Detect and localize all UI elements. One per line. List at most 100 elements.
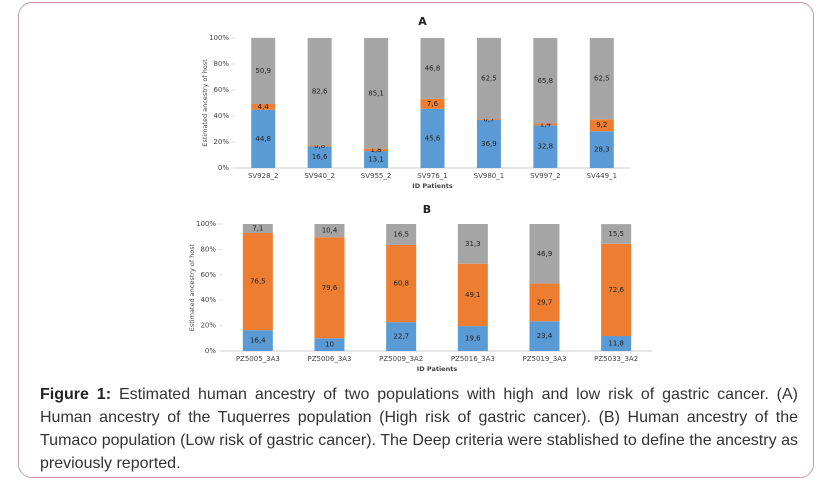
value-label: 19,6 — [465, 335, 481, 343]
x-tick-label: PZ5006_3A3 — [307, 355, 351, 363]
value-label: 0,7 — [483, 116, 494, 124]
value-label: 36,9 — [481, 140, 497, 148]
value-label: 29,7 — [537, 298, 553, 306]
bar-segment — [314, 237, 345, 339]
value-label: 32,8 — [538, 143, 554, 151]
value-label: 85,1 — [368, 89, 384, 97]
x-tick-label: SV449_1 — [587, 172, 618, 180]
bar-segment — [364, 38, 389, 149]
charts: A 0% 20% 40% 60% 80% 100% Estimated ancestry of… — [188, 15, 652, 373]
value-label: 0,8 — [314, 142, 325, 150]
bar-segment — [476, 37, 501, 120]
value-label: 82,6 — [312, 88, 328, 96]
bar-segment — [601, 243, 632, 337]
caption-label: Figure 1: — [40, 386, 112, 403]
bar-segment — [420, 98, 445, 109]
bar-segment — [457, 263, 488, 327]
x-tick-label: PZ5005_3A3 — [236, 355, 280, 363]
bar-segment — [314, 224, 345, 238]
y-tick-label: 60% — [213, 86, 229, 94]
bar-segment — [476, 120, 501, 168]
bar-segment — [242, 224, 273, 234]
value-label: 7,6 — [427, 100, 439, 108]
x-tick-label: SV940_2 — [304, 172, 335, 180]
value-label: 50,9 — [255, 67, 271, 75]
bar-segment — [457, 224, 488, 264]
value-label: 76,5 — [250, 278, 266, 286]
value-label: 13,1 — [368, 155, 384, 163]
value-label: 46,9 — [537, 250, 553, 258]
y-tick-label: 40% — [200, 296, 216, 304]
y-tick-label: 60% — [200, 271, 216, 279]
bar-segment — [364, 148, 389, 151]
y-axis-label: Estimated ancestry of host — [201, 59, 209, 147]
x-tick-label: PZ5009_3A2 — [379, 355, 423, 363]
bar-segment — [307, 38, 332, 146]
value-label: 10 — [325, 341, 334, 349]
value-label: 44,8 — [255, 135, 271, 143]
value-label: 45,6 — [425, 134, 441, 142]
value-label: 16,4 — [250, 337, 266, 345]
bar-segment — [529, 321, 560, 351]
bar-segment — [307, 146, 332, 168]
x-tick-label: SV976_1 — [417, 172, 448, 180]
bar-segment — [251, 109, 276, 168]
bar-segment — [251, 37, 276, 105]
value-label: 23,4 — [537, 332, 553, 340]
bar-segment — [251, 104, 276, 110]
bar-segment — [420, 108, 445, 168]
x-tick-label: PZ5019_3A3 — [522, 355, 566, 363]
bar-segment — [386, 244, 417, 323]
y-tick-label: 100% — [209, 34, 229, 42]
value-label: 1,4 — [540, 120, 552, 128]
y-tick-label: 80% — [213, 60, 229, 68]
x-axis-label: ID Patients — [417, 365, 458, 373]
y-tick-label: 20% — [213, 138, 229, 146]
x-tick-label: SV955_2 — [361, 172, 392, 180]
x-axis-label: ID Patients — [412, 182, 453, 190]
bar-segment — [307, 145, 332, 147]
bar-segment — [386, 322, 417, 351]
y-tick-label: 0% — [218, 164, 229, 172]
bar-segment — [364, 150, 389, 168]
value-label: 10,4 — [322, 227, 338, 235]
chart-title: A — [418, 15, 427, 28]
value-label: 22,7 — [393, 333, 409, 341]
value-label: 72,6 — [608, 286, 624, 294]
y-tick-label: 20% — [200, 322, 216, 330]
value-label: 9,2 — [596, 121, 607, 129]
bar-segment — [533, 38, 558, 124]
bar-segment — [314, 338, 345, 351]
chart-title: B — [423, 203, 431, 216]
y-tick-label: 80% — [200, 245, 216, 253]
x-tick-label: SV980_1 — [474, 172, 505, 180]
value-label: 11,8 — [608, 340, 624, 348]
x-tick-label: PZ5033_3A2 — [594, 355, 638, 363]
value-label: 79,6 — [322, 284, 338, 292]
bar-segment — [533, 123, 558, 126]
y-axis-label: Estimated ancestry of host — [188, 243, 196, 331]
bar-segment — [601, 336, 632, 351]
caption: Figure 1: Estimated human ancestry of tw… — [40, 383, 798, 475]
value-label: 1,8 — [371, 146, 382, 154]
value-label: 15,5 — [608, 230, 624, 238]
bar-segment — [533, 125, 558, 168]
value-label: 7,1 — [252, 225, 263, 233]
bar-segment — [529, 224, 560, 284]
x-tick-label: SV928_2 — [248, 172, 279, 180]
y-tick-label: 100% — [196, 220, 216, 228]
value-label: 46,8 — [425, 64, 441, 72]
value-label: 62,5 — [594, 75, 610, 83]
bar-segment — [242, 233, 273, 331]
bar-segment — [242, 330, 273, 351]
caption-text: Estimated human ancestry of two populati… — [40, 386, 798, 472]
x-tick-label: SV997_2 — [530, 172, 561, 180]
bar-segment — [529, 283, 560, 322]
value-label: 4,4 — [258, 103, 270, 111]
value-label: 16,5 — [393, 230, 409, 238]
value-label: 65,8 — [538, 77, 554, 85]
value-label: 62,5 — [481, 74, 497, 82]
frame — [18, 2, 814, 478]
bar-segment — [601, 224, 632, 244]
